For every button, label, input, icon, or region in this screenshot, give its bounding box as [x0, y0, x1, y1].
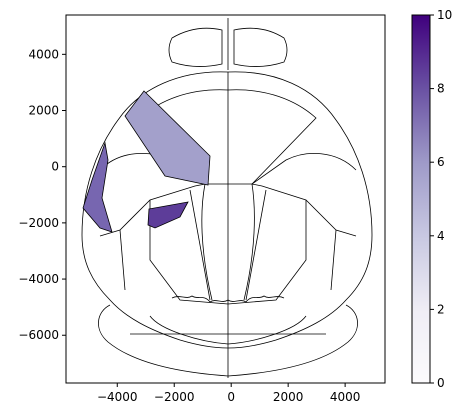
x-tick-label: −4000 [97, 390, 138, 404]
x-axis: −4000 −2000 0 2000 4000 [97, 383, 360, 404]
boundary-anterior-right [227, 89, 317, 185]
region-mid-lateral-patch [147, 201, 189, 229]
colorbar-tick-label: 2 [437, 302, 445, 316]
region-far-lateral-strip [82, 141, 113, 233]
region-anterior-lateral-strip [124, 90, 211, 186]
colorbar-tick-label: 4 [437, 229, 445, 243]
boundary-posterior [149, 200, 307, 305]
colorbar [411, 14, 431, 384]
colorbar-tick-label: 10 [437, 8, 452, 22]
olfactory-bulb-left [168, 27, 223, 67]
boundary-medial [201, 183, 255, 301]
y-axis: 4000 2000 0 −2000 −4000 −6000 [18, 47, 66, 342]
colorbar-ticks: 0 2 4 6 8 10 [430, 8, 452, 390]
colorbar-tick-label: 6 [437, 155, 445, 169]
olfactory-bulb-right [233, 27, 288, 67]
x-tick-label: 0 [227, 390, 235, 404]
y-tick-label: −2000 [18, 216, 59, 230]
y-tick-label: 2000 [28, 104, 59, 118]
y-tick-label: 4000 [28, 47, 59, 61]
boundary-temporal [119, 229, 337, 291]
x-tick-label: −2000 [154, 390, 195, 404]
plot-frame [65, 14, 386, 384]
y-tick-label: −6000 [18, 328, 59, 342]
x-tick-label: 2000 [273, 390, 304, 404]
boundary-visual [189, 189, 267, 301]
hippocampal-fringe [171, 295, 285, 303]
y-tick-label: −4000 [18, 272, 59, 286]
colorbar-tick-label: 0 [437, 376, 445, 390]
colorbar-tick-label: 8 [437, 82, 445, 96]
brain-outline-map [81, 18, 373, 378]
y-tick-label: 0 [51, 160, 59, 174]
x-tick-label: 4000 [330, 390, 361, 404]
boundary-lateral-right [251, 153, 357, 237]
